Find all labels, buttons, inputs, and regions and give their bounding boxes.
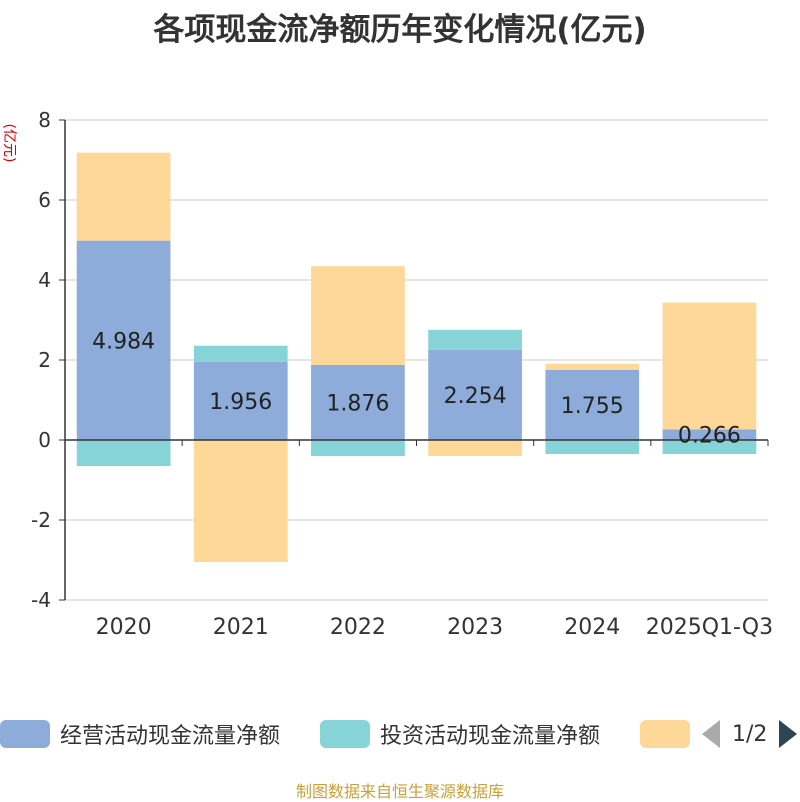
x-tick-label-2021: 2021 bbox=[213, 615, 269, 640]
y-tick-label: 2 bbox=[38, 348, 51, 372]
legend-prev-icon[interactable] bbox=[702, 720, 720, 748]
bar-s2-2025Q1-Q3 bbox=[662, 302, 757, 430]
legend-label-operating: 经营活动现金流量净额 bbox=[60, 724, 281, 749]
bar-s0-2021 bbox=[193, 361, 288, 440]
bar-s0-2022 bbox=[311, 364, 405, 440]
data-label-2020: 4.984 bbox=[92, 329, 155, 354]
bar-s0-2025Q1-Q3 bbox=[662, 429, 757, 440]
bar-s0-2020 bbox=[76, 240, 171, 440]
bar-chart: -4 -2 0 2 4 6 8 2020 2021 2022 2023 2024 2025Q1-Q3 4.… bbox=[31, 108, 773, 640]
y-tick-label: 8 bbox=[38, 108, 51, 132]
legend-next-icon[interactable] bbox=[779, 720, 798, 748]
bar-s0-2023 bbox=[428, 349, 522, 440]
legend-page-indicator: 1/2 bbox=[732, 721, 768, 747]
y-tick-label: 0 bbox=[38, 428, 51, 452]
legend-swatch-operating bbox=[0, 720, 50, 748]
data-label-2022: 1.876 bbox=[326, 391, 389, 416]
bar-s2-2024 bbox=[545, 363, 640, 370]
legend: 经营活动现金流量净额 投资活动现金流量净额 1/2 bbox=[0, 714, 800, 754]
bar-s2-2023 bbox=[428, 440, 522, 456]
legend-swatch-financing bbox=[640, 720, 690, 748]
y-tick-label: 4 bbox=[38, 268, 51, 292]
legend-item-financing[interactable] bbox=[640, 714, 690, 754]
bar-s2-2020 bbox=[76, 152, 171, 241]
bar-s2-2022 bbox=[311, 266, 405, 365]
bar-s1-2023 bbox=[428, 329, 522, 350]
x-tick-label-2023: 2023 bbox=[447, 615, 503, 640]
bar-s0-2024 bbox=[545, 369, 640, 440]
x-tick-label-2025Q1-Q3: 2025Q1-Q3 bbox=[646, 615, 773, 640]
y-tick-label: -4 bbox=[31, 588, 51, 612]
bar-s1-2025Q1-Q3 bbox=[662, 440, 757, 454]
x-tick-label-2020: 2020 bbox=[96, 615, 152, 640]
legend-item-investing[interactable]: 投资活动现金流量净额 bbox=[320, 714, 600, 754]
bar-s1-2024 bbox=[545, 440, 640, 454]
legend-swatch-investing bbox=[320, 720, 370, 748]
y-tick-label: -2 bbox=[31, 508, 51, 532]
legend-label-investing: 投资活动现金流量净额 bbox=[380, 724, 601, 749]
bar-s1-2021 bbox=[193, 345, 288, 362]
bar-s1-2022 bbox=[311, 440, 405, 456]
data-source-note: 制图数据来自恒生聚源数据库 bbox=[295, 782, 504, 801]
data-label-2025Q1-Q3: 0.266 bbox=[678, 424, 741, 449]
y-tick-label: 6 bbox=[38, 188, 51, 212]
bar-s1-2020 bbox=[76, 440, 171, 466]
legend-item-operating[interactable]: 经营活动现金流量净额 bbox=[0, 714, 280, 754]
chart-title: 各项现金流净额历年变化情况(亿元) bbox=[153, 12, 647, 48]
x-tick-label-2022: 2022 bbox=[330, 615, 386, 640]
data-label-2023: 2.254 bbox=[444, 384, 507, 409]
bar-s2-2021 bbox=[193, 440, 288, 562]
data-label-2021: 1.956 bbox=[209, 390, 272, 415]
legend-pager: 1/2 bbox=[702, 714, 798, 754]
data-label-2024: 1.755 bbox=[561, 394, 624, 419]
x-tick-label-2024: 2024 bbox=[564, 615, 620, 640]
